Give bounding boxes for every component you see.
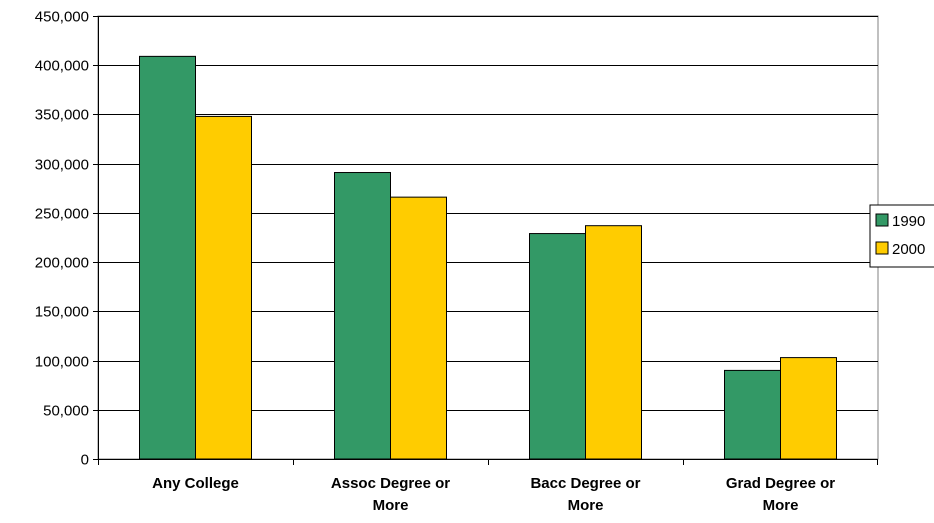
bar-1990-2	[529, 233, 586, 460]
bar-1990-0	[139, 55, 196, 460]
y-tick-label: 100,000	[35, 354, 89, 371]
legend: 1990 2000	[869, 204, 934, 268]
bar-1990-3	[724, 369, 781, 460]
x-tick-label: Assoc Degree or More	[331, 475, 450, 514]
bar-2000-2	[585, 225, 642, 460]
y-tick-label: 0	[81, 452, 89, 469]
x-tick-label: Bacc Degree or More	[530, 475, 640, 514]
y-axis-ticks: 0 50,000 100,000 150,000 200,000 250,000 300,0…	[35, 9, 98, 469]
x-tick-label: Any College	[152, 475, 239, 492]
y-tick-label: 350,000	[35, 107, 89, 124]
bar-1990-1	[334, 172, 391, 460]
x-axis-labels: Any College Assoc Degree or More Bacc Degre…	[98, 459, 878, 514]
bars	[139, 55, 837, 460]
y-tick-label: 150,000	[35, 304, 89, 321]
y-tick-label: 400,000	[35, 58, 89, 75]
bar-2000-3	[780, 357, 837, 460]
legend-label-1990: 1990	[892, 213, 925, 230]
legend-swatch-2000	[875, 241, 889, 255]
y-tick-label: 450,000	[35, 9, 89, 26]
legend-label-2000: 2000	[892, 241, 925, 258]
y-tick-label: 250,000	[35, 206, 89, 223]
bar-2000-1	[390, 196, 447, 460]
x-tick-label: Grad Degree or More	[726, 475, 835, 514]
y-tick-label: 50,000	[43, 403, 89, 420]
bar-2000-0	[195, 115, 252, 460]
y-tick-label: 300,000	[35, 157, 89, 174]
legend-swatch-1990	[875, 213, 889, 227]
y-tick-label: 200,000	[35, 255, 89, 272]
